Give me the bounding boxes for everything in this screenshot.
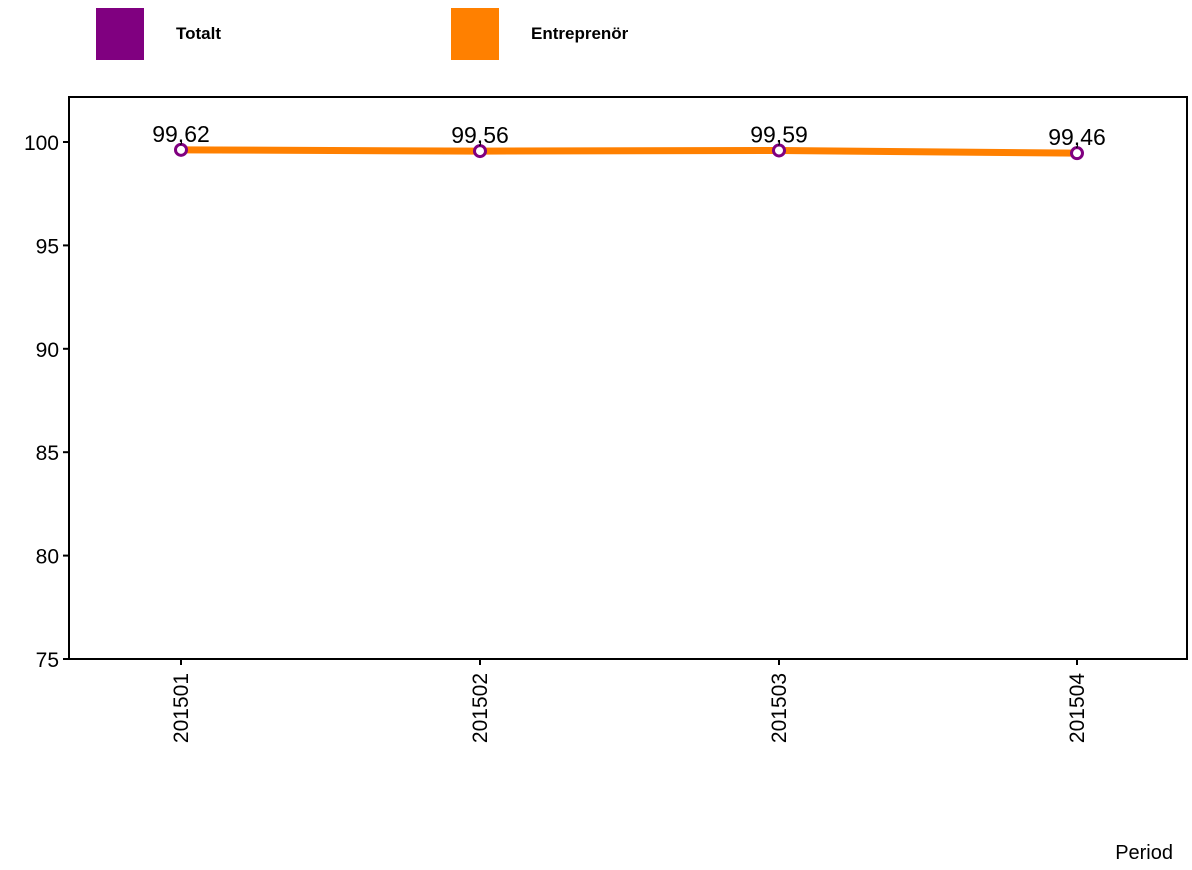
y-tick-label-90: 90 (36, 339, 59, 362)
data-point-totalt-201502 (473, 144, 487, 159)
data-label-201503: 99,59 (750, 121, 808, 147)
y-axis: 75 80 85 90 95 100 (24, 132, 69, 672)
y-tick-label-75: 75 (36, 649, 59, 672)
series-lines (174, 142, 1084, 161)
data-labels: 99,62 99,56 99,59 99,46 (152, 121, 1106, 150)
x-tick-label-201502: 201502 (469, 673, 492, 743)
y-tick-label-95: 95 (36, 235, 59, 258)
legend-swatch-1 (96, 8, 144, 60)
x-tick-label-201503: 201503 (768, 673, 791, 743)
data-label-201504: 99,46 (1048, 124, 1106, 150)
legend-label-2: Entreprenör (531, 24, 629, 43)
series-line-entreprenor (177, 146, 1081, 157)
x-tick-label-201501: 201501 (170, 673, 193, 743)
data-label-201501: 99,62 (152, 121, 210, 147)
data-point-totalt-201501 (174, 142, 188, 157)
legend-swatch-2 (451, 8, 499, 60)
x-axis-title: Period (1115, 842, 1173, 864)
data-point-totalt-201504 (1070, 146, 1084, 161)
y-tick-label-80: 80 (36, 546, 59, 569)
data-point-totalt-201503 (772, 143, 786, 158)
legend: Totalt Entreprenör (96, 8, 629, 60)
y-tick-label-100: 100 (24, 132, 59, 155)
data-label-201502: 99,56 (451, 122, 509, 148)
y-tick-label-85: 85 (36, 442, 59, 465)
x-tick-label-201504: 201504 (1066, 673, 1089, 743)
plot-area-frame (68, 96, 1188, 660)
x-axis: 201501 201502 201503 201504 (170, 659, 1089, 743)
legend-label-1: Totalt (176, 24, 221, 43)
